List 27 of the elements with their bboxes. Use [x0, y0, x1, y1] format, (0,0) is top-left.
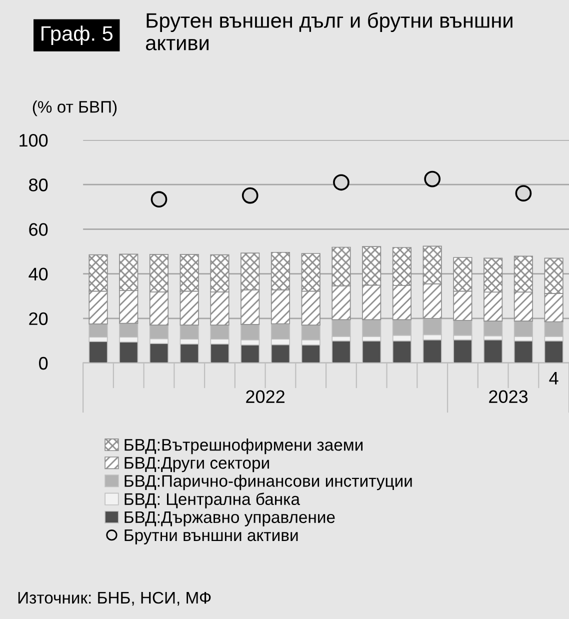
y-tick-label: 40	[28, 268, 48, 281]
bar	[484, 320, 503, 336]
bar	[453, 320, 472, 336]
point	[242, 187, 258, 204]
legend-label: БВД:Други сектори	[124, 457, 269, 472]
point	[150, 191, 168, 208]
y-tick-label: 20	[29, 312, 48, 326]
y-tick-label: 80	[29, 178, 48, 192]
y-tick-label: 0	[39, 356, 48, 370]
legend-label: БВД:Парично-финансови институции	[124, 474, 412, 490]
bar	[88, 324, 108, 338]
point	[333, 174, 350, 191]
text: 2022	[246, 390, 284, 403]
legend-label: Брутни външни активи	[124, 529, 298, 544]
legend-label: БВД:Държавно управление	[124, 511, 335, 526]
text: Източник: БНБ, НСИ, МФ	[18, 592, 211, 606]
point	[515, 185, 532, 202]
y-axis-title: (% от БВП)	[32, 100, 117, 116]
text: 2023	[489, 390, 528, 403]
y-tick-label: 100	[20, 134, 48, 147]
x-tick-label: 4	[549, 372, 558, 384]
point	[424, 170, 441, 188]
legend-label: БВД: Централна банка	[124, 492, 300, 508]
chart-title: Брутен външен дълг и брутни външни активи	[146, 12, 512, 50]
y-tick-label: 60	[29, 223, 48, 236]
text: Граф. 5	[42, 26, 113, 45]
legend-label: БВД:Вътрешнофирмени заеми	[124, 438, 362, 454]
